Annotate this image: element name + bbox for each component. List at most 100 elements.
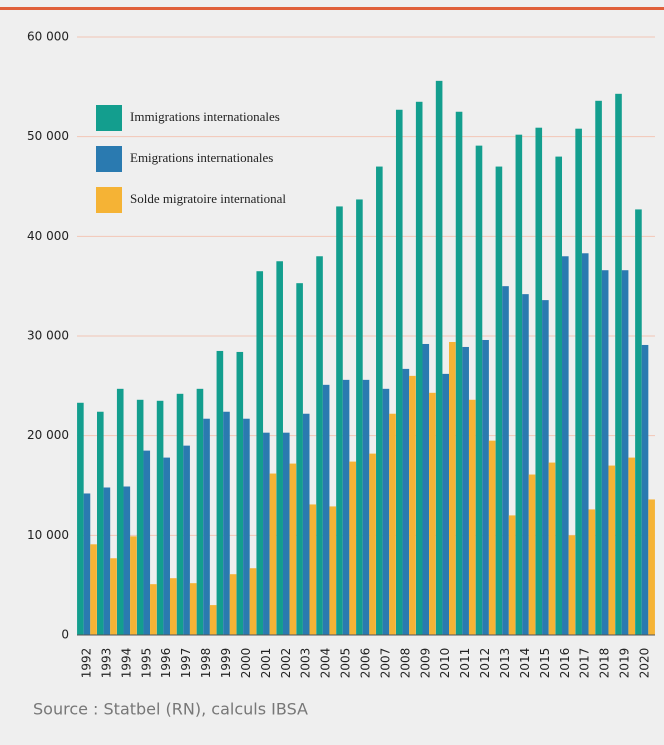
bar	[209, 605, 217, 635]
x-tick-label: 2008	[398, 648, 412, 679]
bar	[369, 453, 376, 635]
bar	[256, 271, 264, 635]
legend-swatch	[96, 146, 122, 172]
x-tick-label: 2002	[279, 648, 293, 679]
bar	[243, 418, 250, 635]
bar	[648, 499, 655, 635]
bar	[110, 558, 117, 635]
y-tick-label: 50 000	[27, 129, 69, 143]
x-tick-label: 2005	[339, 648, 353, 679]
bar	[455, 111, 463, 635]
bar	[575, 128, 582, 635]
bar	[482, 339, 489, 635]
x-tick-label: 2010	[438, 648, 452, 679]
bar	[103, 487, 111, 635]
bar	[449, 341, 456, 635]
bar	[156, 400, 164, 635]
bar	[608, 465, 616, 635]
bar	[163, 457, 170, 635]
bar	[203, 418, 210, 635]
bar	[522, 294, 529, 635]
x-tick-label: 2006	[359, 648, 373, 679]
x-tick-label: 2013	[498, 648, 512, 679]
bar	[462, 346, 469, 635]
bar	[96, 411, 104, 635]
legend-label: Immigrations internationales	[130, 109, 280, 124]
bar	[415, 101, 423, 636]
bar	[475, 145, 483, 636]
bar	[568, 535, 576, 635]
bar	[562, 256, 569, 635]
top-rule	[0, 7, 664, 10]
bar	[581, 253, 589, 635]
bar	[382, 388, 390, 635]
bar	[136, 399, 144, 635]
bar	[601, 270, 609, 635]
x-tick-label: 2004	[319, 648, 333, 679]
x-tick-label: 1998	[199, 648, 213, 679]
x-tick-label: 1999	[219, 648, 233, 679]
y-tick-label: 30 000	[27, 329, 69, 343]
bar	[123, 486, 131, 635]
x-tick-label: 1995	[139, 648, 153, 679]
x-tick-label: 2015	[538, 648, 552, 679]
bar	[615, 93, 622, 635]
bar	[528, 474, 536, 635]
bar	[362, 379, 370, 635]
x-tick-label: 2009	[418, 648, 432, 679]
legend-swatch	[96, 187, 122, 213]
bar	[488, 440, 496, 635]
bar	[329, 506, 337, 635]
legend: Immigrations internationales Emigrations …	[96, 105, 286, 213]
bar	[130, 536, 137, 635]
bar	[635, 209, 642, 635]
bar	[542, 300, 549, 635]
bar	[376, 166, 383, 636]
bar	[263, 432, 270, 635]
bar	[356, 199, 363, 635]
bar	[422, 343, 430, 635]
bar	[216, 350, 224, 635]
x-tick-label: 2019	[618, 648, 632, 679]
bar	[196, 388, 204, 635]
x-tick-label: 1993	[99, 648, 113, 679]
bar	[322, 384, 330, 635]
bar	[402, 368, 410, 635]
bar	[150, 584, 157, 635]
bar	[515, 134, 523, 635]
x-tick-label: 1992	[79, 648, 93, 679]
x-tick-label: 2018	[598, 648, 612, 679]
x-tick-label: 1996	[159, 648, 173, 679]
y-tick-label: 10 000	[27, 528, 69, 542]
x-tick-label: 1997	[179, 648, 193, 679]
bar	[555, 156, 563, 635]
y-tick-label: 60 000	[27, 30, 69, 44]
x-tick-label: 2011	[458, 648, 472, 679]
bar	[535, 127, 543, 636]
bar	[276, 261, 283, 635]
bar	[289, 463, 297, 635]
bar	[189, 583, 197, 635]
bar	[183, 445, 190, 635]
bar	[269, 473, 277, 635]
bar	[236, 351, 244, 635]
legend-swatch	[96, 105, 122, 131]
bar	[468, 399, 476, 635]
x-tick-label: 2020	[638, 648, 652, 679]
bar	[395, 109, 403, 636]
bar	[249, 568, 257, 635]
bar	[229, 574, 237, 635]
x-tick-label: 2014	[518, 648, 532, 679]
bar	[77, 402, 84, 635]
x-tick-label: 2012	[478, 648, 492, 679]
x-tick-label: 2003	[299, 648, 313, 679]
bar	[169, 578, 177, 635]
x-tick-label: 2001	[259, 648, 273, 679]
bar	[90, 544, 97, 635]
bar	[588, 509, 596, 635]
legend-label: Emigrations internationales	[130, 150, 273, 165]
bar	[83, 493, 91, 635]
bar	[442, 373, 450, 635]
bar	[409, 375, 416, 635]
